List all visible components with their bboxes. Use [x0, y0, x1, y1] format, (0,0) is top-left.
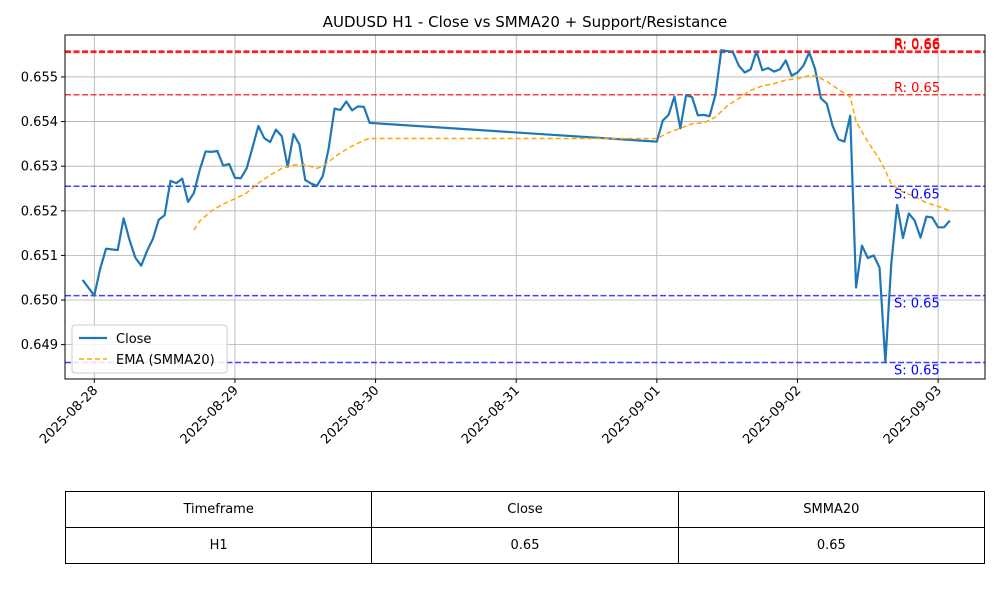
table-cell: H1	[64, 527, 373, 564]
y-tick-label: 0.651	[21, 249, 58, 264]
x-tick-label: 2025-09-03	[881, 383, 945, 447]
support-resistance-lines	[65, 50, 985, 364]
legend-box	[71, 324, 228, 374]
support-label: S: 0.65	[894, 187, 940, 202]
x-tick-label: 2025-08-29	[178, 383, 242, 447]
chart-title: AUDUSD H1 - Close vs SMMA20 + Support/Re…	[323, 13, 728, 31]
y-tick-label: 0.653	[21, 160, 58, 175]
resistance-label: R: 0.66	[894, 38, 940, 53]
table-header-cell: Close	[371, 491, 679, 528]
y-tick-label: 0.649	[21, 338, 58, 353]
summary-table: Timeframe Close SMMA20 H1 0.65 0.65	[64, 491, 986, 564]
x-tick-label: 2025-08-28	[37, 383, 101, 447]
legend-ema-label: EMA (SMMA20)	[116, 353, 215, 368]
table-row: H1 0.65 0.65	[64, 527, 986, 564]
series-lines	[81, 49, 951, 364]
support-label: S: 0.65	[894, 363, 940, 378]
x-tick-label: 2025-08-30	[318, 383, 382, 447]
x-tick-label: 2025-08-31	[459, 383, 523, 447]
resistance-label: R: 0.65	[894, 81, 940, 96]
level-labels: R: 0.66R: 0.66R: 0.66R: 0.65S: 0.65S: 0.…	[894, 37, 940, 378]
table-header-cell: SMMA20	[677, 491, 986, 528]
x-tick-label: 2025-09-02	[740, 383, 804, 447]
table-cell: 0.65	[677, 527, 986, 564]
table-cell: 0.65	[371, 527, 679, 564]
table-header-cell: Timeframe	[64, 491, 373, 528]
legend: Close EMA (SMMA20)	[71, 324, 228, 374]
table-header-row: Timeframe Close SMMA20	[64, 491, 986, 528]
y-tick-label: 0.654	[21, 115, 58, 130]
smma20-series-line	[193, 74, 951, 231]
support-label: S: 0.65	[894, 297, 940, 312]
chart-figure: AUDUSD H1 - Close vs SMMA20 + Support/Re…	[21, 13, 986, 447]
x-axis-ticks: 2025-08-28 2025-08-29 2025-08-30 2025-08-31…	[37, 379, 945, 447]
resistance-label: R: 0.66	[894, 37, 940, 52]
y-tick-label: 0.655	[21, 70, 58, 85]
y-tick-label: 0.650	[21, 294, 58, 309]
legend-close-label: Close	[116, 332, 151, 347]
y-axis-ticks: 0.649 0.650 0.651 0.652 0.653 0.654 0.655	[21, 70, 65, 353]
resistance-label: R: 0.66	[894, 38, 940, 53]
plot-area-frame	[64, 34, 986, 380]
close-series-line	[81, 49, 951, 364]
x-tick-label: 2025-09-01	[600, 383, 664, 447]
y-tick-label: 0.652	[21, 204, 58, 219]
